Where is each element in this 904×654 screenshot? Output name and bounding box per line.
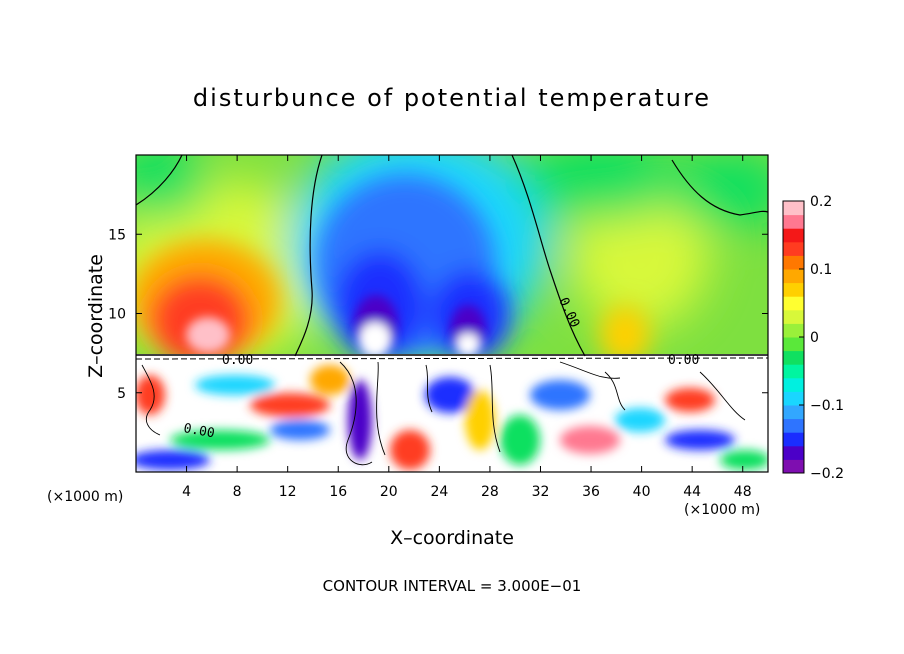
y-tick-label: 15 bbox=[108, 227, 126, 243]
colorbar-swatch bbox=[783, 391, 804, 406]
contour-label-left: 0.00 bbox=[222, 353, 253, 368]
colorbar-swatch bbox=[783, 364, 804, 379]
x-tick-label: 20 bbox=[380, 484, 398, 500]
colorbar-swatch bbox=[783, 296, 804, 311]
x-tick-label: 8 bbox=[233, 484, 242, 500]
colorbar-swatch bbox=[783, 241, 804, 256]
colorbar-swatch bbox=[783, 214, 804, 229]
colorbar: 0.2 0.1 0 −0.1 −0.2 bbox=[782, 194, 844, 482]
colorbar-swatch bbox=[783, 269, 804, 284]
colorbar-swatch bbox=[783, 309, 804, 324]
colorbar-swatch bbox=[783, 405, 804, 420]
x-tick-label: 4 bbox=[182, 484, 191, 500]
colorbar-tick-label: 0.2 bbox=[810, 194, 832, 210]
colorbar-swatch bbox=[783, 377, 804, 392]
x-tick-label: 36 bbox=[582, 484, 600, 500]
x-tick-label: 40 bbox=[633, 484, 651, 500]
contour-label-right: 0.00 bbox=[668, 353, 699, 368]
colorbar-swatch bbox=[783, 282, 804, 297]
colorbar-swatch bbox=[783, 459, 804, 474]
y-tick-label: 5 bbox=[117, 386, 126, 402]
x-tick-label: 12 bbox=[279, 484, 297, 500]
x-tick-label: 48 bbox=[734, 484, 752, 500]
contour-label-lower: 0.00 bbox=[182, 421, 215, 441]
colorbar-tick-label: −0.1 bbox=[810, 398, 844, 414]
x-axis: 4 8 12 16 20 24 28 32 36 40 44 48 bbox=[182, 155, 752, 500]
x-axis-label: X–coordinate bbox=[390, 527, 514, 549]
y-axis-label: Z–coordinate bbox=[85, 254, 107, 378]
colorbar-swatch bbox=[783, 201, 804, 216]
y-tick-label: 10 bbox=[108, 307, 126, 323]
colorbar-tick-label: 0 bbox=[810, 330, 819, 346]
colorbar-swatch bbox=[783, 228, 804, 243]
colorbar-swatch bbox=[783, 418, 804, 433]
x-tick-label: 28 bbox=[481, 484, 499, 500]
x-unit-label-left: (×1000 m) bbox=[47, 489, 124, 505]
colorbar-tick-label: −0.2 bbox=[810, 466, 844, 482]
colorbar-swatch bbox=[783, 255, 804, 270]
colorbar-swatch bbox=[783, 323, 804, 338]
x-tick-label: 16 bbox=[329, 484, 347, 500]
chart-title: disturbunce of potential temperature bbox=[192, 84, 712, 112]
heatmap-field bbox=[136, 155, 768, 472]
x-tick-label: 44 bbox=[683, 484, 701, 500]
colorbar-swatch bbox=[783, 350, 804, 365]
colorbar-swatch bbox=[783, 432, 804, 447]
colorbar-swatch bbox=[783, 337, 804, 352]
x-tick-label: 24 bbox=[430, 484, 448, 500]
contour-interval-note: CONTOUR INTERVAL = 3.000E−01 bbox=[322, 577, 582, 595]
colorbar-tick-label: 0.1 bbox=[810, 262, 832, 278]
x-tick-label: 32 bbox=[532, 484, 550, 500]
x-unit-label-right: (×1000 m) bbox=[684, 502, 761, 518]
y-axis: 5 10 15 bbox=[108, 227, 768, 402]
colorbar-swatch bbox=[783, 445, 804, 460]
